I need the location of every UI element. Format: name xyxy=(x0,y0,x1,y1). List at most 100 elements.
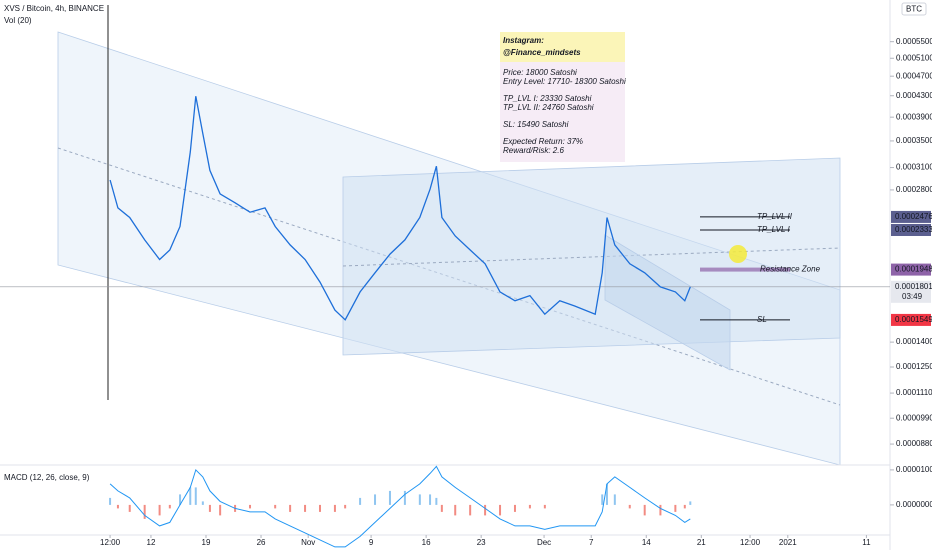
level-label: SL xyxy=(757,315,767,324)
macd-histogram-bar xyxy=(143,504,146,519)
annotation-line: Expected Return: 37% xyxy=(503,137,583,146)
macd-histogram-bar xyxy=(304,504,307,512)
y-tick-label: 0.0003100 xyxy=(896,163,932,172)
x-tick-label: Dec xyxy=(537,538,551,547)
small-channel xyxy=(604,234,731,371)
highlight xyxy=(729,245,747,263)
annotation-title: @Finance_mindsets xyxy=(503,48,581,57)
price-line xyxy=(109,96,691,321)
macd-histogram-bar xyxy=(429,494,432,505)
price-tag xyxy=(891,313,931,326)
y-tick-label: 0.0005100 xyxy=(896,53,932,62)
macd-histogram-bar xyxy=(388,490,391,505)
macd-histogram-bar xyxy=(454,504,457,516)
macd-histogram-bar xyxy=(683,504,686,509)
currency-badge xyxy=(901,2,927,16)
macd-histogram-bar xyxy=(543,504,546,509)
countdown: 03:49 xyxy=(902,292,923,301)
macd-histogram-bar xyxy=(116,504,119,509)
macd-histogram-bar xyxy=(605,483,608,505)
macd-title: MACD (12, 26, close, 9) xyxy=(4,473,90,482)
y-tick-label: 0.0001400 xyxy=(896,337,932,346)
annotation-title: Instagram: xyxy=(503,36,544,45)
macd-histogram-bar xyxy=(674,504,677,512)
x-tick-label: 26 xyxy=(257,538,266,547)
macd-histogram-bar xyxy=(440,504,443,512)
macd-histogram-bar xyxy=(318,504,321,512)
annotation-line: SL: 15490 Satoshi xyxy=(503,120,569,129)
macd-histogram-bar xyxy=(601,494,604,505)
y-tick-label: 0.0000880 xyxy=(896,439,932,448)
x-tick-label: 12:00 xyxy=(100,538,121,547)
y-tick-label: 0.0001110 xyxy=(896,388,932,397)
y-tick-label: 0.0002800 xyxy=(896,185,932,194)
macd-histogram-bar xyxy=(189,487,192,505)
macd-histogram-bar xyxy=(469,504,472,516)
macd-histogram-bar xyxy=(249,504,252,509)
level-label: TP_LVL I xyxy=(757,225,791,234)
macd-histogram-bar xyxy=(289,504,292,512)
volume-label: Vol (20) xyxy=(4,16,32,25)
price-tag-label: 0.0002333 xyxy=(895,225,932,234)
symbol-title: XVS / Bitcoin, 4h, BINANCE xyxy=(4,4,104,13)
x-tick-label: 23 xyxy=(477,538,486,547)
x-tick-label: 9 xyxy=(369,538,374,547)
macd-histogram-bar xyxy=(613,494,616,505)
y-tick-label: 0.0001250 xyxy=(896,362,932,371)
macd-histogram-bar xyxy=(418,494,421,505)
macd-line xyxy=(109,465,691,548)
macd-histogram-bar xyxy=(513,504,516,512)
macd-histogram-bar xyxy=(158,504,161,516)
macd-histogram-bar xyxy=(201,501,204,505)
macd-histogram-bar xyxy=(435,497,438,505)
macd-histogram-bar xyxy=(374,494,377,505)
macd-histogram-bar xyxy=(128,504,131,512)
price-tag-label: 0.0001948 xyxy=(895,265,932,274)
y-tick-label: 0.0003500 xyxy=(896,136,932,145)
level-label: Resistance Zone xyxy=(760,265,821,274)
macd-histogram-bar xyxy=(359,497,362,505)
macd-histogram-bar xyxy=(194,487,197,505)
macd-histogram-bar xyxy=(333,504,336,512)
y-tick-label: 0.0000100 xyxy=(896,465,932,474)
price-tag xyxy=(891,223,931,236)
price-tag xyxy=(891,263,931,276)
level-zone xyxy=(700,267,790,272)
price-tag-label: 0.0001801 xyxy=(895,282,932,291)
macd-histogram-bar xyxy=(689,501,692,505)
x-tick-label: 2021 xyxy=(779,538,797,547)
macd-histogram-bar xyxy=(168,504,171,509)
annotation-box xyxy=(500,62,625,162)
price-tag-label: 0.0001549 xyxy=(895,315,932,324)
y-tick-label: 0.0005500 xyxy=(896,37,932,46)
box-midline xyxy=(342,247,841,267)
macd-histogram-bar xyxy=(528,504,531,509)
macd-histogram-bar xyxy=(659,504,662,516)
macd-histogram-bar xyxy=(274,504,277,509)
x-tick-label: 12:00 xyxy=(740,538,761,547)
x-tick-label: 14 xyxy=(642,538,651,547)
macd-histogram-bar xyxy=(643,504,646,516)
annotation-line: Price: 18000 Satoshi xyxy=(503,68,577,77)
annotation-line: Reward/Risk: 2.6 xyxy=(503,146,564,155)
y-tick-label: 0.0000000 xyxy=(896,500,932,509)
x-tick-label: 21 xyxy=(697,538,706,547)
x-tick-label: Nov xyxy=(301,538,315,547)
y-tick-label: 0.0004300 xyxy=(896,91,932,100)
macd-histogram-bar xyxy=(179,494,182,505)
annotation-title-box xyxy=(500,32,625,62)
y-tick-label: 0.0004700 xyxy=(896,71,932,80)
x-tick-label: 16 xyxy=(422,538,431,547)
x-tick-label: 11 xyxy=(862,538,871,547)
price-tag xyxy=(891,210,931,223)
price-tag xyxy=(891,280,931,303)
macd-histogram-bar xyxy=(344,504,347,509)
currency: BTC xyxy=(906,5,922,14)
macd-histogram-bar xyxy=(499,504,502,516)
annotation-line: TP_LVL II: 24760 Satoshi xyxy=(503,103,594,112)
annotation-line: TP_LVL I: 23330 Satoshi xyxy=(503,94,592,103)
macd-histogram-bar xyxy=(403,490,406,505)
x-tick-label: 19 xyxy=(202,538,211,547)
y-tick-label: 0.0003900 xyxy=(896,112,932,121)
